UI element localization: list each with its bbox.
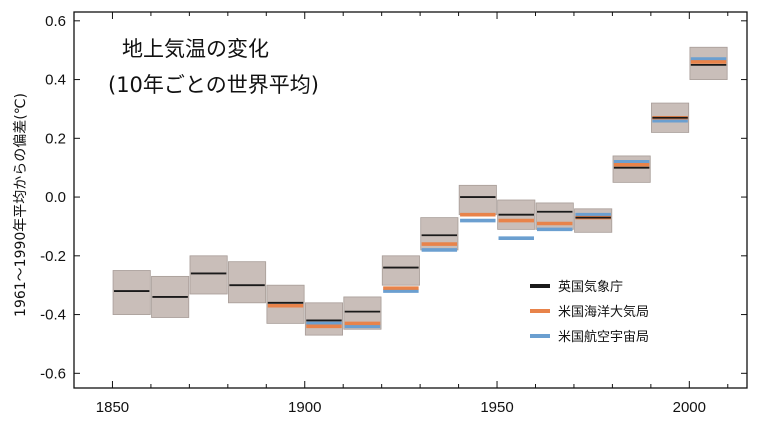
y-tick-label: 0.2 <box>45 130 66 147</box>
uncertainty-band-1880 <box>228 261 267 304</box>
y-tick-label: 0.0 <box>45 189 66 206</box>
y-axis-label: 1961～1990年平均からの偏差(℃) <box>13 93 29 317</box>
y-tick-label: -0.2 <box>40 248 66 265</box>
y-tick-label: -0.4 <box>40 307 66 324</box>
x-tick-label: 1850 <box>96 399 129 416</box>
uncertainty-band-1970 <box>574 208 613 233</box>
legend-label-0: 英国気象庁 <box>558 279 623 295</box>
uncertainty-band-1870 <box>189 255 228 295</box>
y-tick-label: 0.6 <box>45 13 66 30</box>
uncertainty-band-1940 <box>458 184 497 216</box>
uncertainty-band-1900 <box>304 302 344 336</box>
x-tick-label: 1950 <box>480 399 513 416</box>
uncertainty-band-1920 <box>381 255 420 286</box>
legend-label-1: 米国海洋大気局 <box>558 304 649 320</box>
chart-subtitle: (10年ごとの世界平均) <box>108 73 319 97</box>
x-tick-label: 1900 <box>288 399 321 416</box>
y-tick-label: -0.6 <box>40 365 66 382</box>
y-tick-label: 0.4 <box>45 72 66 89</box>
uncertainty-band-1850 <box>112 270 151 315</box>
series-lines <box>113 57 727 329</box>
plot-frame <box>73 11 748 389</box>
axes: 0.6 0.4 0.2 0.0 -0.2 -0.4 -0.6 1850 1900 1950 2000 <box>40 12 747 416</box>
x-tick-label: 2000 <box>673 399 706 416</box>
legend-label-2: 米国航空宇宙局 <box>558 329 649 345</box>
uncertainty-band-1960 <box>535 202 574 230</box>
uncertainty-band-1980 <box>612 155 651 183</box>
chart-title: 地上気温の変化 <box>122 37 269 61</box>
